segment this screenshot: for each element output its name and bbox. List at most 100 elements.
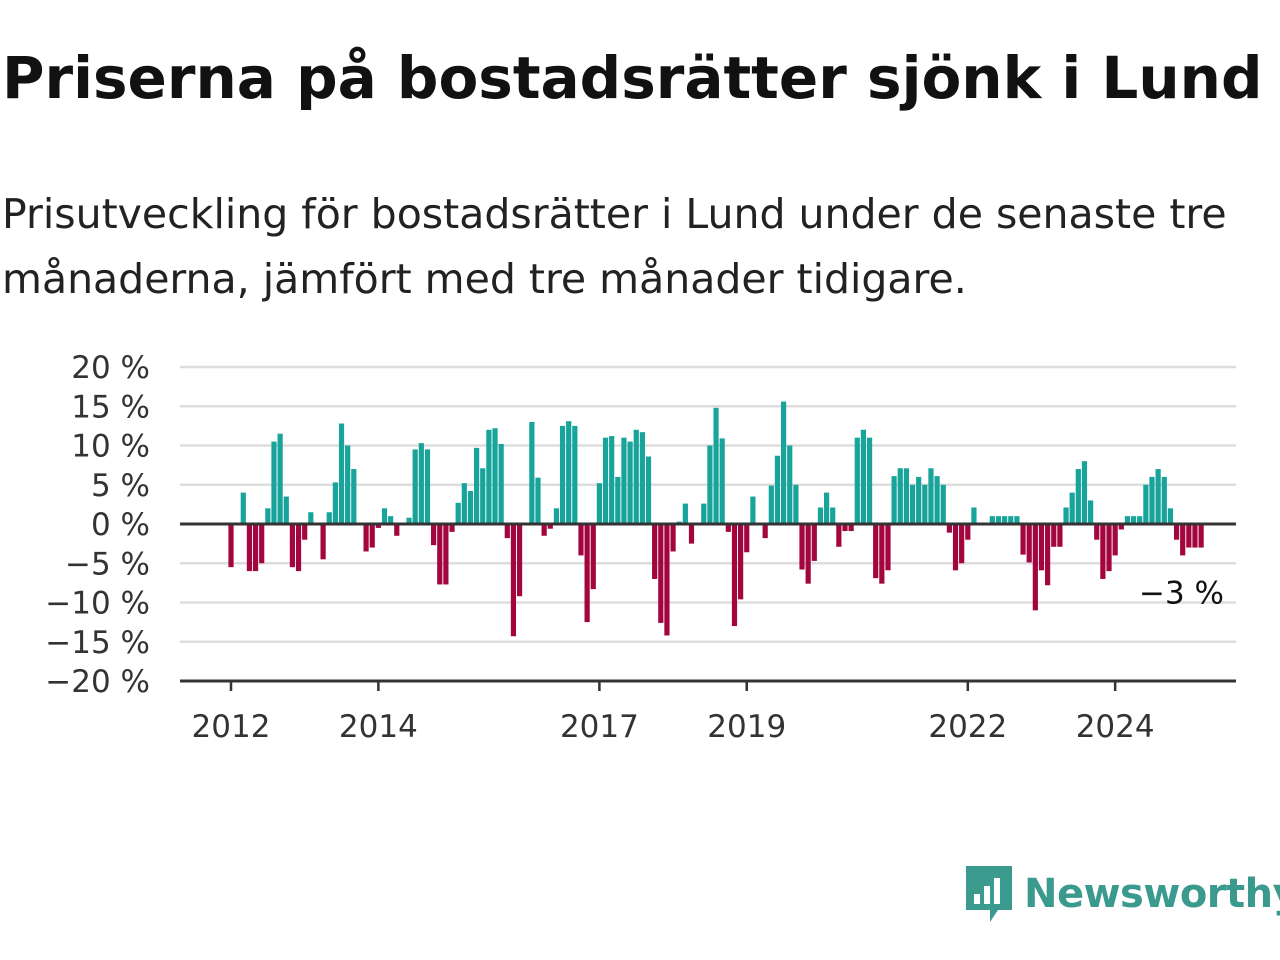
bar <box>443 524 449 585</box>
bar <box>916 476 922 524</box>
bar <box>1038 524 1045 571</box>
bar <box>1192 524 1198 548</box>
bar <box>995 516 1002 524</box>
bar <box>1198 524 1204 548</box>
bar <box>596 483 602 524</box>
bar <box>989 516 995 524</box>
bar <box>793 484 799 524</box>
bar <box>1167 508 1174 524</box>
bar <box>474 447 480 524</box>
bar <box>277 433 283 524</box>
bar <box>1094 524 1100 540</box>
bar <box>873 524 879 579</box>
bar <box>811 524 817 561</box>
bar <box>240 492 246 524</box>
bar <box>1032 524 1038 611</box>
bar <box>719 438 725 524</box>
y-tick-label: −5 % <box>65 546 150 582</box>
bar <box>437 524 443 585</box>
x-tick-label: 2014 <box>339 709 418 745</box>
x-tick-label: 2024 <box>1076 709 1155 745</box>
bar <box>369 524 375 548</box>
newsworthy-logo: Newsworthy <box>964 864 1280 924</box>
bar <box>823 492 830 524</box>
bar <box>854 437 860 524</box>
bar <box>449 524 455 532</box>
y-tick-label: −20 % <box>45 664 150 700</box>
bar <box>615 476 621 524</box>
bar <box>510 524 517 637</box>
bar <box>1118 524 1124 530</box>
bar <box>652 524 658 579</box>
bar <box>351 469 357 524</box>
y-tick-label: −10 % <box>45 586 150 622</box>
x-tick-label: 2017 <box>560 709 639 745</box>
latest-value-label: −3 % <box>1139 576 1224 612</box>
bar <box>1088 500 1094 524</box>
bar <box>781 401 787 524</box>
bar <box>1130 516 1137 524</box>
bar <box>246 524 253 572</box>
bar <box>602 437 609 524</box>
bar <box>928 468 934 524</box>
bar <box>1124 516 1131 524</box>
x-tick-label: 2012 <box>192 709 271 745</box>
bar <box>836 524 842 547</box>
bar <box>535 477 541 524</box>
bar <box>707 445 713 524</box>
bar <box>295 524 302 572</box>
bar <box>688 524 695 544</box>
bar <box>750 496 756 524</box>
y-tick-label: 20 % <box>71 350 150 386</box>
bar <box>1106 524 1112 572</box>
bar <box>897 468 903 524</box>
bar <box>418 443 424 524</box>
bar <box>320 524 326 560</box>
bar <box>578 524 584 556</box>
bar <box>289 524 295 568</box>
bar <box>713 407 719 524</box>
bar <box>934 476 940 524</box>
bar <box>375 524 381 528</box>
bar <box>529 421 535 524</box>
bar <box>252 524 259 572</box>
bar <box>590 524 596 590</box>
bar <box>1180 524 1186 556</box>
bar <box>682 503 688 524</box>
bar <box>1020 524 1026 555</box>
bar <box>584 524 590 623</box>
bar <box>891 476 897 524</box>
bar <box>940 484 946 524</box>
bar <box>431 524 437 546</box>
bar <box>363 524 369 552</box>
bar <box>633 429 639 524</box>
bar <box>768 485 774 524</box>
y-tick-label: 5 % <box>91 468 150 504</box>
bar <box>326 512 332 524</box>
bar <box>228 524 234 568</box>
bar <box>922 484 928 524</box>
bar <box>332 482 338 524</box>
bar <box>627 441 633 524</box>
bar <box>866 437 873 524</box>
bar <box>664 524 670 636</box>
bar <box>1155 469 1161 524</box>
bar <box>486 429 492 524</box>
bar <box>860 429 867 524</box>
bar <box>639 432 645 524</box>
bar <box>498 443 504 524</box>
bar <box>1112 524 1118 556</box>
bar <box>406 517 412 524</box>
bar <box>424 449 431 524</box>
price-change-bar-chart: 20 %15 % 10 %5 %0 %−5 % −10 %−15 %−20 % 20… <box>45 350 1236 745</box>
bar <box>345 445 351 524</box>
bar <box>658 524 664 623</box>
bar <box>1026 524 1032 563</box>
bar <box>817 507 824 524</box>
bar <box>805 524 811 584</box>
bar <box>566 421 572 524</box>
bar <box>308 512 314 524</box>
newsworthy-logo-icon <box>966 866 1012 922</box>
bar <box>879 524 885 584</box>
bar <box>302 524 308 540</box>
